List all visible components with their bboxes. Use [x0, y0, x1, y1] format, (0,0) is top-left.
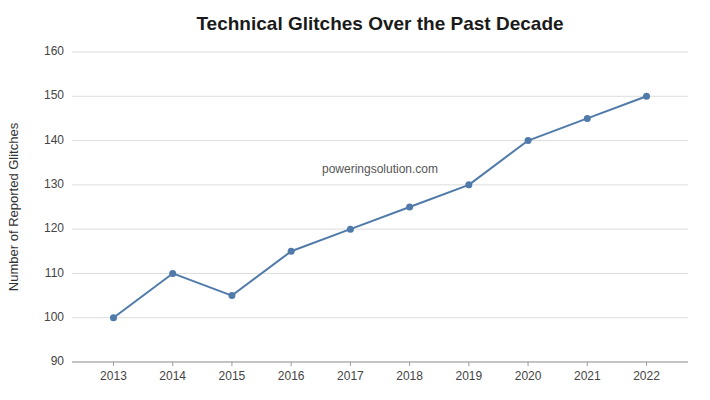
y-tick-label: 110: [45, 266, 64, 280]
series-line: [113, 96, 646, 317]
y-tick-label: 160: [44, 44, 64, 58]
chart-container: 90 100 110 120 130 140 150 160 2013 2014 2015 2016 2…: [0, 0, 710, 400]
grid-line: [72, 362, 688, 363]
y-tick-label: 120: [44, 221, 64, 235]
data-point: [584, 115, 591, 122]
x-tick: [291, 362, 292, 366]
x-tick-label: 2015: [219, 369, 246, 383]
x-tick: [587, 362, 588, 366]
x-tick-label: 2020: [515, 369, 542, 383]
x-tick-label: 2022: [633, 369, 660, 383]
data-point: [110, 314, 117, 321]
y-tick-label: 150: [44, 88, 64, 102]
y-tick-label: 90: [51, 354, 65, 368]
x-tick-label: 2016: [278, 369, 305, 383]
x-tick-label: 2013: [100, 369, 127, 383]
x-tick: [528, 362, 529, 366]
x-tick: [231, 362, 232, 366]
x-tick: [646, 362, 647, 366]
grid-line: [72, 96, 688, 97]
plot-data: [110, 93, 650, 321]
y-grid: [72, 52, 688, 362]
data-point: [347, 226, 354, 233]
x-tick-label: 2017: [337, 369, 364, 383]
y-axis-label: Number of Reported Glitches: [6, 122, 21, 291]
x-tick: [468, 362, 469, 366]
x-axis-line: [72, 362, 688, 363]
chart-svg: 90 100 110 120 130 140 150 160 2013 2014 2015 2016 2…: [0, 0, 710, 400]
x-tick: [350, 362, 351, 366]
data-point: [406, 204, 413, 211]
data-point: [465, 181, 472, 188]
chart-title: Technical Glitches Over the Past Decade: [196, 13, 563, 34]
x-tick-label: 2018: [396, 369, 423, 383]
data-point: [288, 248, 295, 255]
x-tick: [172, 362, 173, 366]
y-tick-label: 100: [44, 310, 64, 324]
data-point: [228, 292, 235, 299]
x-tick: [113, 362, 114, 366]
grid-line: [72, 140, 688, 141]
data-point: [643, 93, 650, 100]
grid-line: [72, 229, 688, 230]
y-tick-label: 140: [44, 133, 64, 147]
watermark: poweringsolution.com: [322, 162, 438, 176]
grid-line: [72, 273, 688, 274]
data-point: [169, 270, 176, 277]
grid-line: [72, 317, 688, 318]
x-tick-label: 2019: [455, 369, 482, 383]
x-tick-label: 2021: [574, 369, 601, 383]
data-point: [525, 137, 532, 144]
grid-line: [72, 52, 688, 53]
y-tick-label: 130: [44, 177, 64, 191]
x-tick: [409, 362, 410, 366]
grid-line: [72, 184, 688, 185]
x-tick-label: 2014: [159, 369, 186, 383]
